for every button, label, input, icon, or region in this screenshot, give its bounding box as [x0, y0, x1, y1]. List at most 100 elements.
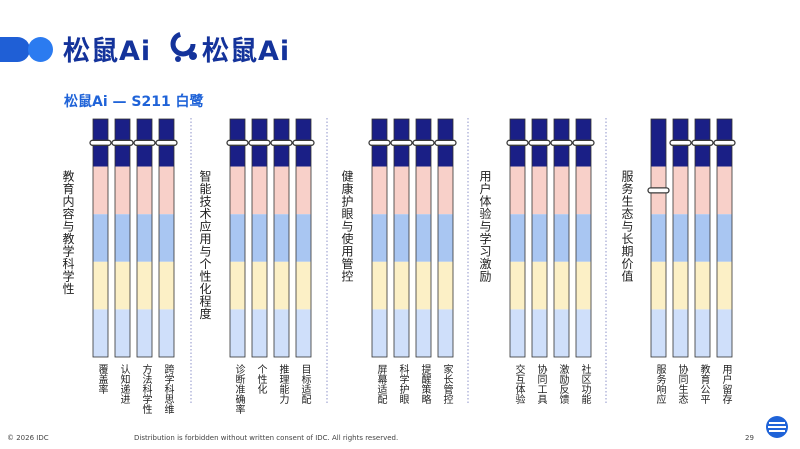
- score-handle: [412, 139, 435, 146]
- item-label: 用户留存: [720, 364, 732, 404]
- item-label: 科学护眼: [397, 363, 409, 405]
- rating-band: [651, 119, 666, 167]
- rating-column-frame: [672, 118, 689, 358]
- rating-column-frame: [92, 118, 109, 358]
- rating-band: [394, 309, 409, 357]
- rating-band: [252, 214, 267, 262]
- score-handle: [572, 139, 595, 146]
- group-title: 服务生态与长期价值: [620, 170, 634, 283]
- item-label: 协同工具: [535, 363, 547, 405]
- accent-dot: [28, 37, 53, 62]
- score-handle: [133, 139, 156, 146]
- rating-band: [416, 261, 431, 310]
- rating-band: [93, 261, 108, 310]
- rating-band: [554, 309, 569, 357]
- rating-band: [532, 309, 547, 357]
- rating-band: [717, 309, 732, 357]
- rating-band: [695, 309, 710, 357]
- rating-band: [252, 309, 267, 357]
- item-label: 社区功能: [579, 363, 591, 405]
- rating-band: [252, 166, 267, 215]
- rating-band: [137, 261, 152, 310]
- page-number: 29: [745, 434, 754, 442]
- rating-column-frame: [553, 118, 570, 358]
- rating-band: [651, 309, 666, 357]
- rating-band: [252, 261, 267, 310]
- rating-band: [159, 309, 174, 357]
- rating-column-frame: [415, 118, 432, 358]
- item-label: 激励反馈: [557, 363, 569, 405]
- rating-band: [372, 309, 387, 357]
- item-label: 交互体验: [513, 363, 525, 405]
- rating-band: [576, 166, 591, 215]
- rating-column-frame: [437, 118, 454, 358]
- score-handle: [292, 139, 315, 146]
- rating-band: [673, 166, 688, 215]
- rating-band: [416, 309, 431, 357]
- score-handle: [713, 139, 736, 146]
- rating-band: [137, 309, 152, 357]
- rating-column-frame: [114, 118, 131, 358]
- rating-band: [159, 166, 174, 215]
- rating-band: [137, 166, 152, 215]
- rating-band: [510, 309, 525, 357]
- score-handle: [390, 139, 413, 146]
- rating-band: [115, 309, 130, 357]
- item-label: 屏幕适配: [375, 364, 387, 404]
- rating-band: [695, 166, 710, 215]
- rating-band: [274, 309, 289, 357]
- item-label: 服务响应: [654, 364, 666, 405]
- rating-band: [394, 261, 409, 310]
- rating-column-frame: [575, 118, 592, 358]
- rating-band: [438, 166, 453, 215]
- item-label: 协同生态: [676, 363, 688, 404]
- idc-logo-icon: [766, 416, 788, 438]
- rating-band: [274, 166, 289, 215]
- rating-band: [372, 166, 387, 215]
- score-handle: [89, 139, 112, 146]
- rating-band: [296, 261, 311, 310]
- slide-subtitle: 松鼠Ai — S211 白鹭: [64, 94, 204, 110]
- rating-column-frame: [273, 118, 290, 358]
- item-label: 诊断准确率: [233, 363, 245, 415]
- footer-notice: Distribution is forbidden without writte…: [134, 434, 399, 442]
- rating-band: [510, 261, 525, 310]
- rating-band: [372, 261, 387, 310]
- rating-band: [695, 261, 710, 310]
- item-label: 目标适配: [299, 364, 311, 404]
- rating-column-frame: [136, 118, 153, 358]
- rating-band: [510, 166, 525, 215]
- item-label: 覆盖率: [96, 364, 108, 395]
- group-title: 健康护眼与使用管控: [340, 170, 354, 283]
- item-label: 跨学科思维: [162, 364, 174, 414]
- rating-band: [230, 214, 245, 262]
- rating-column-frame: [531, 118, 548, 358]
- rating-band: [230, 309, 245, 357]
- score-handle: [226, 139, 249, 146]
- rating-band: [717, 261, 732, 310]
- rating-band: [532, 214, 547, 262]
- group-title: 用户体验与学习激励: [478, 170, 492, 283]
- rating-band: [510, 214, 525, 262]
- rating-band: [554, 166, 569, 215]
- rating-band: [115, 166, 130, 215]
- rating-column-frame: [694, 118, 711, 358]
- rating-band: [717, 214, 732, 262]
- rating-band: [673, 309, 688, 357]
- score-handle: [647, 187, 670, 194]
- rating-band: [372, 214, 387, 262]
- rating-band: [159, 214, 174, 262]
- rating-band: [576, 214, 591, 262]
- rating-band: [576, 261, 591, 310]
- rating-column-frame: [716, 118, 733, 358]
- group-title: 智能技术应用与个性化程度: [198, 169, 212, 320]
- item-label: 教育公平: [698, 363, 710, 405]
- item-label: 个性化: [255, 364, 267, 394]
- rating-column-frame: [295, 118, 312, 358]
- rating-band: [230, 166, 245, 215]
- rating-band: [274, 214, 289, 262]
- rating-band: [93, 166, 108, 215]
- rating-band: [296, 166, 311, 215]
- score-handle: [368, 139, 391, 146]
